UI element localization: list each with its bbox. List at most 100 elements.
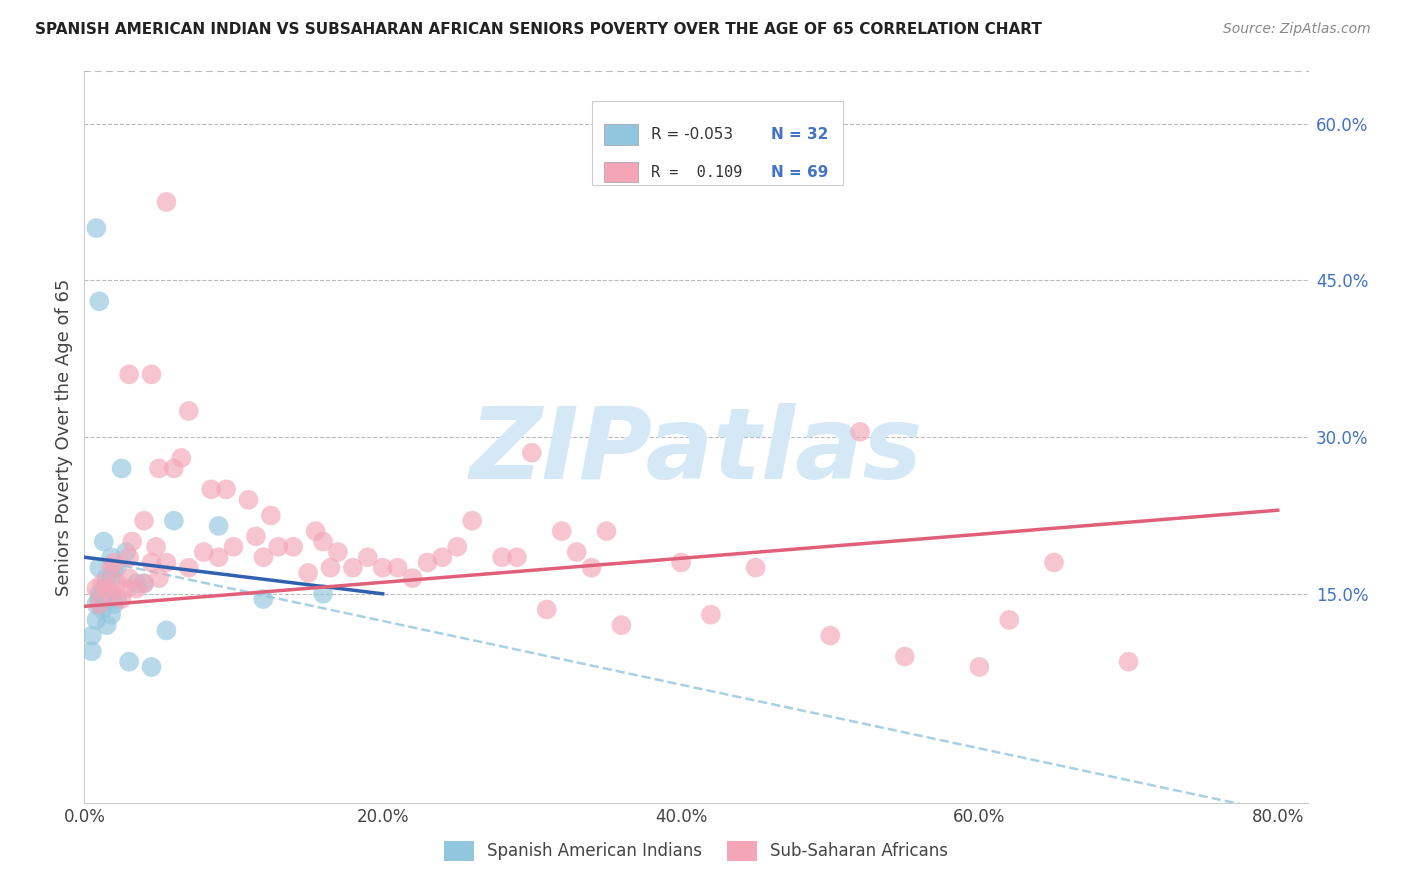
Point	[506, 550, 529, 565]
Point	[96, 582, 118, 596]
Point	[744, 560, 766, 574]
Point	[141, 368, 163, 382]
FancyBboxPatch shape	[605, 161, 638, 182]
Text: N = 69: N = 69	[770, 165, 828, 179]
Point	[84, 221, 107, 235]
Point	[89, 587, 111, 601]
Point	[849, 425, 872, 439]
Point	[326, 545, 349, 559]
Point	[121, 534, 143, 549]
Point	[170, 450, 193, 465]
Point	[238, 492, 260, 507]
Point	[260, 508, 283, 523]
Text: R = -0.053: R = -0.053	[651, 127, 733, 142]
Point	[105, 560, 128, 574]
Point	[132, 576, 155, 591]
Point	[105, 576, 128, 591]
Text: R =  0.109: R = 0.109	[651, 165, 742, 179]
Point	[536, 602, 558, 616]
Point	[283, 540, 305, 554]
Point	[1043, 556, 1066, 570]
Point	[111, 592, 134, 607]
Point	[125, 582, 148, 596]
Point	[312, 534, 335, 549]
Point	[215, 483, 238, 497]
Point	[669, 556, 692, 570]
Text: N = 32: N = 32	[770, 127, 828, 142]
Point	[155, 556, 177, 570]
Point	[319, 560, 342, 574]
Point	[610, 618, 633, 632]
Point	[84, 613, 107, 627]
Point	[357, 550, 380, 565]
Point	[520, 446, 543, 460]
Point	[304, 524, 326, 538]
Point	[103, 597, 125, 611]
Point	[998, 613, 1021, 627]
Point	[969, 660, 991, 674]
Point	[163, 514, 186, 528]
Point	[252, 550, 274, 565]
Point	[118, 655, 141, 669]
Point	[100, 550, 122, 565]
Point	[91, 602, 114, 616]
Point	[96, 571, 118, 585]
Point	[80, 644, 103, 658]
Point	[132, 514, 155, 528]
Point	[89, 592, 111, 607]
Point	[177, 404, 200, 418]
Legend: Spanish American Indians, Sub-Saharan Africans: Spanish American Indians, Sub-Saharan Af…	[437, 834, 955, 868]
Point	[446, 540, 468, 554]
Point	[84, 582, 107, 596]
Point	[96, 592, 118, 607]
Point	[894, 649, 917, 664]
Point	[141, 556, 163, 570]
Point	[145, 540, 167, 554]
Point	[461, 514, 484, 528]
Point	[565, 545, 588, 559]
Point	[93, 582, 115, 596]
Point	[432, 550, 454, 565]
Point	[297, 566, 319, 580]
Y-axis label: Seniors Poverty Over the Age of 65: Seniors Poverty Over the Age of 65	[55, 278, 73, 596]
Point	[89, 294, 111, 309]
Point	[207, 550, 229, 565]
Point	[100, 587, 122, 601]
Point	[103, 560, 125, 574]
Point	[155, 624, 177, 638]
Point	[93, 534, 115, 549]
Point	[125, 576, 148, 591]
Point	[700, 607, 723, 622]
Text: SPANISH AMERICAN INDIAN VS SUBSAHARAN AFRICAN SENIORS POVERTY OVER THE AGE OF 65: SPANISH AMERICAN INDIAN VS SUBSAHARAN AF…	[35, 22, 1042, 37]
Point	[80, 629, 103, 643]
Point	[89, 560, 111, 574]
Point	[118, 368, 141, 382]
Point	[132, 576, 155, 591]
Point	[91, 576, 114, 591]
Point	[312, 587, 335, 601]
Point	[245, 529, 267, 543]
Text: Source: ZipAtlas.com: Source: ZipAtlas.com	[1223, 22, 1371, 37]
Text: ZIPatlas: ZIPatlas	[470, 403, 922, 500]
Point	[818, 629, 841, 643]
Point	[193, 545, 215, 559]
FancyBboxPatch shape	[592, 101, 842, 185]
Point	[387, 560, 409, 574]
Point	[148, 461, 170, 475]
Point	[105, 592, 128, 607]
Point	[371, 560, 394, 574]
Point	[595, 524, 617, 538]
Point	[207, 519, 229, 533]
Point	[222, 540, 245, 554]
Point	[118, 550, 141, 565]
Point	[200, 483, 222, 497]
Point	[103, 556, 125, 570]
Point	[551, 524, 574, 538]
Point	[100, 571, 122, 585]
Point	[100, 607, 122, 622]
Point	[581, 560, 603, 574]
Point	[148, 571, 170, 585]
Point	[118, 571, 141, 585]
Point	[96, 618, 118, 632]
Point	[84, 597, 107, 611]
